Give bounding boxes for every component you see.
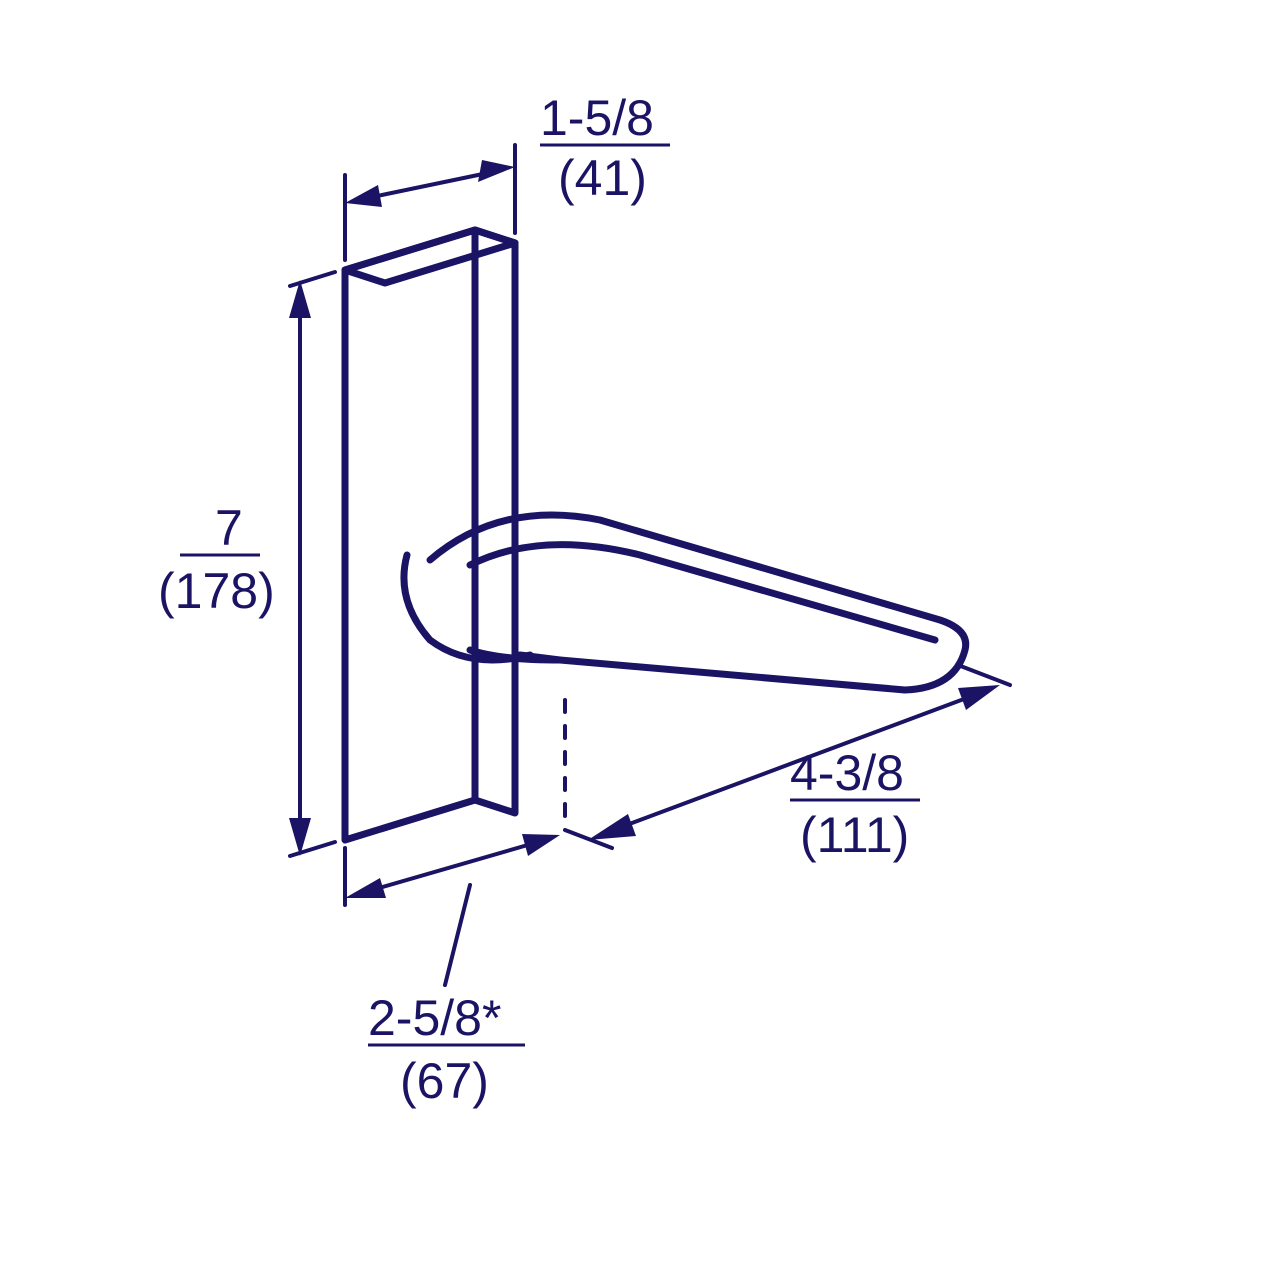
svg-text:(67): (67) [400,1053,489,1109]
dim-width-imperial: 1-5/8 [540,90,654,146]
dim-proj-metric: (67) [400,1053,489,1109]
svg-text:2-5/8*: 2-5/8* [368,990,501,1046]
dim-width-metric: (41) [558,150,647,206]
svg-text:(178): (178) [158,563,275,619]
dim-lever-length: 4-3/8 (111) [565,665,1010,863]
dim-height-imperial: 7 [215,500,243,556]
dim-lever-imperial: 4-3/8 [790,745,904,801]
dim-width: 1-5/8 (41) [345,90,670,260]
svg-text:7: 7 [215,500,243,556]
svg-text:(41): (41) [558,150,647,206]
svg-text:4-3/8: 4-3/8 [790,745,904,801]
lever-handle [404,515,966,690]
dim-height: 7 (178) [158,272,335,856]
dim-proj-imperial: 2-5/8* [368,990,501,1046]
dim-lever-metric: (111) [800,807,909,863]
svg-text:(111): (111) [800,807,909,863]
dim-height-metric: (178) [158,563,275,619]
escutcheon-plate [345,230,515,840]
lever-trim-diagram: 1-5/8 (41) 7 (178) 4-3/8 (111) [0,0,1280,1280]
dim-projection: 2-5/8* (67) [345,834,560,1109]
svg-text:1-5/8: 1-5/8 [540,90,654,146]
